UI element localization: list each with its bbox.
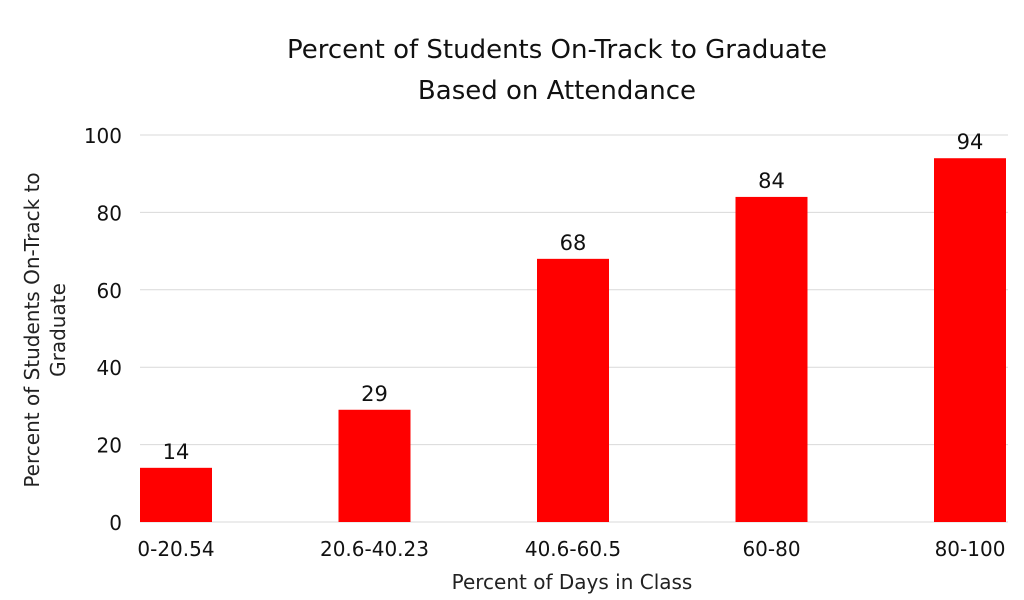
data-label: 29 [361, 382, 388, 406]
x-tick-labels: 0-20.54 20.6-40.23 40.6-60.5 60-80 80-100 [137, 537, 1005, 561]
bar [735, 196, 808, 523]
data-label: 68 [560, 231, 587, 255]
data-label: 84 [758, 169, 785, 193]
chart-title-line-1: Percent of Students On-Track to Graduate [286, 35, 828, 65]
y-tick-label: 80 [97, 201, 122, 225]
bars [140, 158, 1006, 523]
y-tick-label: 0 [109, 511, 122, 535]
y-tick-label: 60 [97, 279, 122, 303]
x-axis-label: Percent of Days in Class [451, 570, 693, 594]
bar [338, 409, 411, 522]
x-tick-label: 60-80 [742, 537, 800, 561]
data-label: 94 [957, 130, 984, 154]
x-tick-label: 20.6-40.23 [320, 537, 429, 561]
y-tick-label: 20 [97, 434, 122, 458]
chart-title-line-2: Based on Attendance [417, 76, 697, 106]
bar [537, 258, 609, 522]
bar [934, 158, 1006, 522]
x-tick-label: 80-100 [935, 537, 1006, 561]
y-tick-label: 40 [97, 356, 122, 380]
bar [140, 467, 212, 522]
data-labels: 14 29 68 84 94 [163, 130, 984, 464]
x-tick-label: 40.6-60.5 [525, 537, 621, 561]
y-tick-label: 100 [84, 124, 122, 148]
y-tick-labels: 0 20 40 60 80 100 [84, 124, 122, 535]
data-label: 14 [163, 440, 190, 464]
x-tick-label: 0-20.54 [137, 537, 214, 561]
